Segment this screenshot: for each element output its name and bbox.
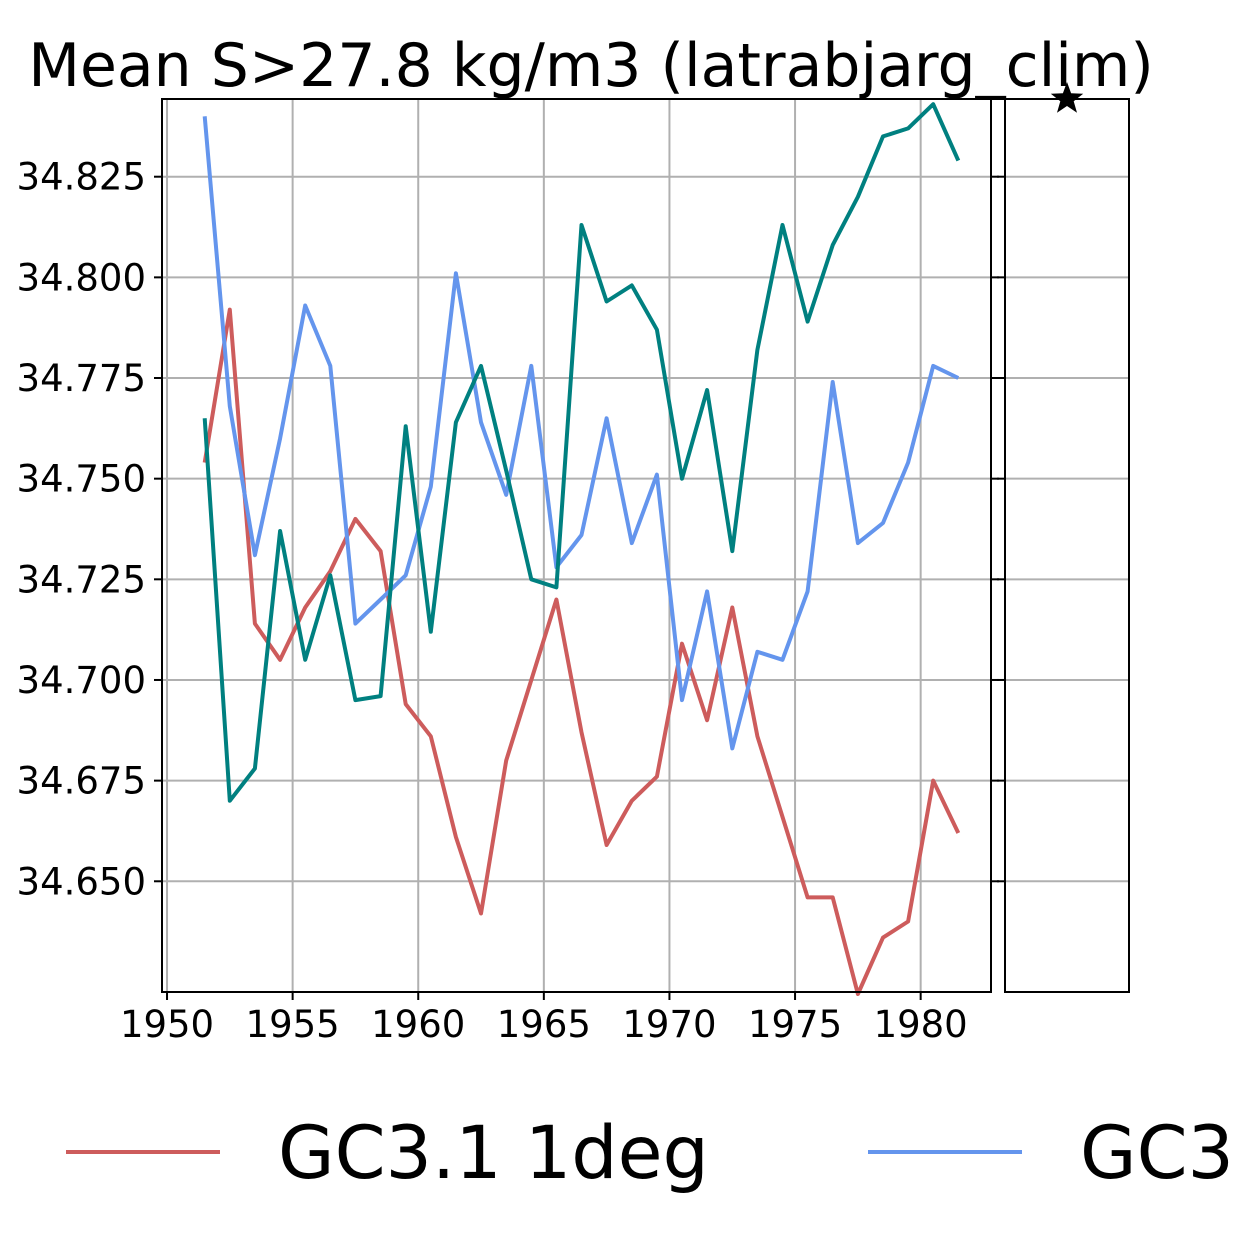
legend-label-2: GC3: [1080, 1111, 1234, 1196]
x-tick-label: 1970: [622, 1003, 716, 1046]
main-plot-frame: [162, 99, 991, 992]
x-tick-label: 1980: [874, 1003, 968, 1046]
legend-label-1: GC3.1 1deg: [278, 1111, 709, 1196]
y-tick-label: 34.775: [17, 357, 146, 400]
axis-ticks: 1950 1955 1960 1965 1970 1975 1980 34.650 34.675…: [17, 156, 1005, 1046]
series-line-2: [205, 116, 959, 748]
side-panel-frame: [1005, 99, 1129, 992]
y-tick-label: 34.750: [17, 458, 146, 501]
series-lines: [205, 104, 959, 994]
chart-title: Mean S>27.8 kg/m3 (latrabjarg_clim): [28, 31, 1154, 101]
y-tick-label: 34.725: [17, 558, 146, 601]
x-tick-label: 1955: [246, 1003, 340, 1046]
y-tick-label: 34.650: [17, 860, 146, 903]
y-tick-label: 34.700: [17, 659, 146, 702]
x-tick-label: 1965: [497, 1003, 591, 1046]
x-tick-label: 1975: [748, 1003, 842, 1046]
x-tick-label: 1950: [120, 1003, 214, 1046]
series-line-1: [205, 310, 959, 994]
grid: [162, 99, 1129, 992]
legend: GC3.1 1deg GC3: [66, 1111, 1234, 1196]
y-tick-label: 34.675: [17, 760, 146, 803]
x-tick-label: 1960: [371, 1003, 465, 1046]
y-tick-label: 34.825: [17, 156, 146, 199]
y-tick-label: 34.800: [17, 256, 146, 299]
